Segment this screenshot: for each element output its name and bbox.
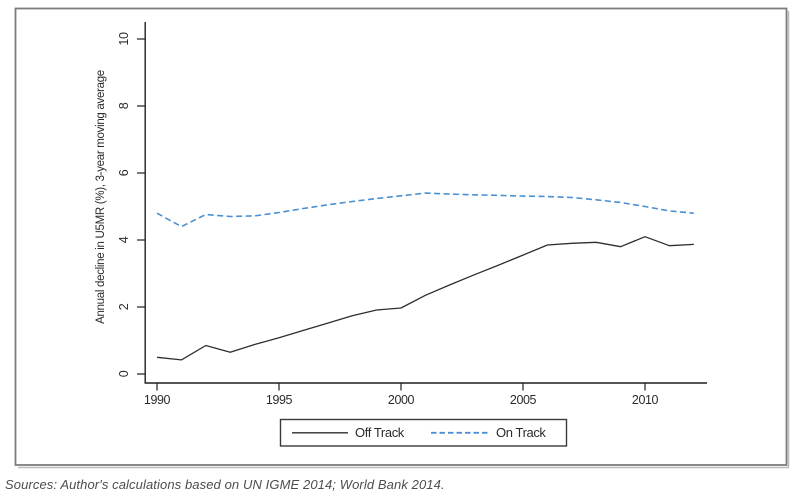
y-tick-label: 10	[117, 32, 131, 46]
off-track-line	[156, 236, 694, 361]
y-tick-label: 0	[117, 370, 131, 377]
legend-off-track-label: Off Track	[355, 425, 405, 440]
x-tick-label: 1995	[266, 393, 293, 407]
y-tick-label: 6	[117, 169, 131, 176]
y-tick-label: 2	[117, 303, 131, 310]
y-tick-label: 4	[117, 236, 131, 243]
x-tick-label: 2005	[510, 393, 537, 407]
y-tick-label: 8	[117, 102, 131, 109]
y-axis-title: Annual decline in U5MR (%), 3-year movin…	[95, 70, 107, 324]
x-tick-label: 2010	[632, 393, 659, 407]
on-track-line	[156, 192, 694, 228]
legend-on-track-label: On Track	[496, 425, 546, 440]
source-note: Sources: Author's calculations based on …	[5, 477, 445, 492]
x-tick-label: 2000	[388, 393, 415, 407]
x-tick-label: 1990	[144, 393, 171, 407]
